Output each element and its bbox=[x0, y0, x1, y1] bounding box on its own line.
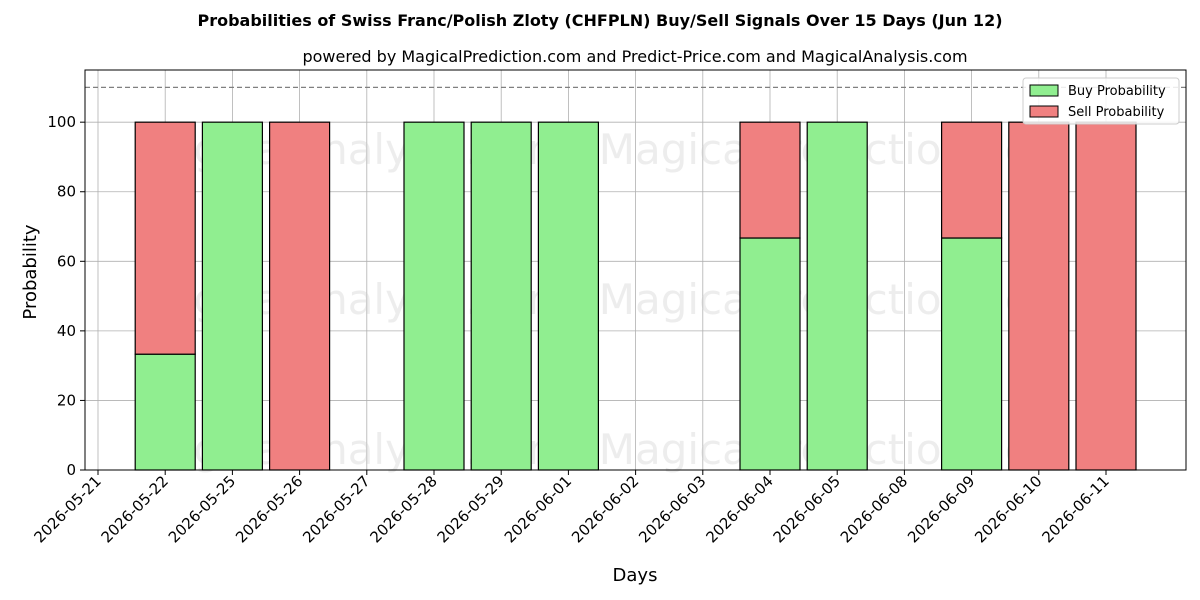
x-tick-label: 2026-05-22 bbox=[98, 472, 172, 546]
x-tick-label: 2026-05-25 bbox=[165, 472, 239, 546]
x-tick-label: 2026-06-10 bbox=[971, 472, 1045, 546]
x-tick-label: 2026-06-04 bbox=[702, 472, 776, 546]
legend: Buy Probability Sell Probability bbox=[1022, 77, 1180, 125]
legend-box bbox=[1022, 77, 1180, 125]
x-tick-label: 2026-05-21 bbox=[30, 472, 104, 546]
legend-swatch-sell bbox=[1029, 105, 1059, 118]
buy-bar bbox=[739, 237, 801, 471]
buy-bar bbox=[940, 237, 1003, 471]
buy-bar bbox=[806, 121, 868, 471]
y-tick-label: 100 bbox=[47, 113, 76, 131]
sell-bar bbox=[1075, 121, 1137, 471]
x-tick-label: 2026-05-26 bbox=[232, 472, 306, 546]
sell-bar bbox=[940, 121, 1003, 239]
legend-swatch-buy bbox=[1029, 84, 1059, 97]
sell-bar bbox=[739, 121, 801, 239]
sell-bar bbox=[134, 121, 196, 355]
bar-layer bbox=[134, 121, 1137, 471]
y-tick-label: 60 bbox=[57, 252, 76, 270]
x-tick-label: 2026-06-11 bbox=[1038, 472, 1112, 546]
y-axis-label: Probability bbox=[20, 224, 41, 319]
x-tick-label: 2026-05-29 bbox=[434, 472, 508, 546]
chart-title: Probabilities of Swiss Franc/Polish Zlot… bbox=[197, 11, 1002, 30]
chart-subtitle: powered by MagicalPrediction.com and Pre… bbox=[302, 47, 967, 66]
y-tick-label: 40 bbox=[57, 322, 76, 340]
x-tick-label: 2026-05-27 bbox=[299, 472, 373, 546]
buy-bar bbox=[470, 121, 532, 471]
legend-label-buy: Buy Probability bbox=[1068, 84, 1166, 99]
y-tick-label: 0 bbox=[66, 461, 76, 479]
x-tick-label: 2026-05-28 bbox=[366, 472, 440, 546]
sell-bar bbox=[269, 121, 331, 471]
x-tick-label: 2026-06-08 bbox=[837, 472, 911, 546]
buy-bar bbox=[201, 121, 263, 471]
buy-bar bbox=[134, 353, 196, 471]
x-tick-label: 2026-06-09 bbox=[904, 472, 978, 546]
buy-bar bbox=[537, 121, 600, 471]
y-tick-label: 20 bbox=[57, 391, 76, 409]
x-tick-label: 2026-06-02 bbox=[568, 472, 642, 546]
x-tick-label: 2026-06-01 bbox=[501, 472, 575, 546]
x-axis-label: Days bbox=[613, 565, 658, 586]
sell-bar bbox=[1008, 121, 1070, 471]
x-tick-label: 2026-06-03 bbox=[635, 472, 709, 546]
x-tick-label: 2026-06-05 bbox=[770, 472, 844, 546]
buy-bar bbox=[403, 121, 465, 471]
y-tick-label: 80 bbox=[57, 183, 76, 201]
legend-label-sell: Sell Probability bbox=[1068, 105, 1165, 120]
